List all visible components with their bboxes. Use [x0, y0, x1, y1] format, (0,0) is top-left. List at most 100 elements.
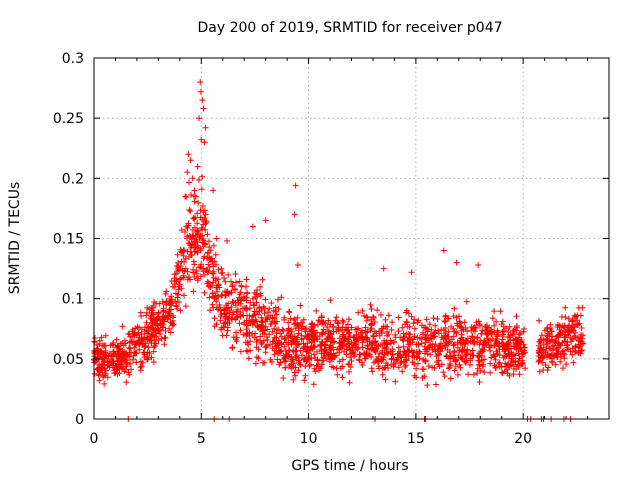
data-point [172, 298, 179, 305]
data-point [536, 368, 543, 375]
data-point [221, 275, 227, 281]
data-point [295, 324, 302, 330]
data-point [184, 248, 191, 255]
data-point [168, 293, 175, 300]
data-point [506, 323, 513, 330]
data-point [148, 305, 155, 312]
data-point [335, 320, 342, 327]
data-point [354, 345, 361, 352]
data-point [332, 317, 339, 324]
data-point [359, 307, 366, 314]
data-point [221, 320, 227, 327]
data-point [251, 302, 258, 309]
data-point-outlier [262, 217, 269, 224]
data-point [261, 327, 268, 334]
data-point [96, 377, 103, 384]
data-point-outlier [184, 169, 191, 176]
data-point [228, 315, 235, 322]
data-point [494, 339, 500, 346]
data-point [405, 337, 412, 344]
data-point-outlier [185, 151, 192, 158]
data-point [425, 326, 431, 333]
data-point [177, 307, 184, 314]
data-point [452, 357, 459, 364]
data-point [558, 313, 565, 320]
data-point [377, 341, 384, 348]
data-point [339, 342, 346, 349]
data-point [215, 293, 222, 300]
data-point [133, 359, 140, 366]
data-point [327, 321, 334, 328]
data-point [500, 343, 507, 350]
data-point [365, 345, 371, 352]
data-point [250, 295, 256, 302]
data-point [424, 382, 431, 389]
y-tick-label: 0.3 [62, 51, 84, 67]
data-point [290, 376, 297, 383]
data-point [469, 347, 476, 354]
x-tick-label: 0 [90, 431, 99, 447]
data-point [194, 220, 201, 227]
data-point [252, 311, 259, 318]
data-point [538, 332, 545, 339]
data-point [110, 353, 117, 360]
data-point [236, 278, 243, 285]
data-point [247, 347, 254, 354]
data-point [299, 352, 306, 359]
data-point [212, 277, 219, 284]
data-point [317, 365, 324, 372]
data-point [491, 322, 498, 329]
data-point [369, 332, 376, 339]
data-point [328, 363, 335, 370]
data-point [553, 333, 560, 340]
data-point [199, 173, 206, 180]
data-point [292, 325, 299, 332]
data-point [269, 338, 276, 345]
data-point [206, 238, 212, 245]
data-point [324, 335, 331, 342]
data-point [176, 299, 182, 306]
data-point-outlier [196, 115, 203, 122]
data-point [191, 193, 198, 200]
data-point [418, 340, 425, 347]
data-point-outlier [182, 193, 189, 200]
data-point [155, 309, 162, 316]
data-point [434, 316, 441, 322]
data-point [522, 365, 529, 372]
data-point [112, 366, 119, 373]
data-point [518, 348, 525, 355]
data-point [191, 187, 198, 194]
data-point [211, 258, 218, 265]
data-point [190, 232, 197, 239]
data-point [180, 252, 187, 259]
chart-title: Day 200 of 2019, SRMTID for receiver p04… [197, 20, 502, 36]
data-point [563, 342, 570, 349]
data-point [280, 327, 287, 334]
data-point [253, 354, 260, 361]
data-point [232, 287, 238, 293]
data-point [135, 337, 142, 344]
data-point [150, 348, 157, 355]
data-point [336, 346, 343, 353]
data-point [357, 351, 364, 358]
data-point [348, 358, 355, 364]
data-point [400, 330, 407, 337]
y-axis-label: SRMTID / TECUs [7, 182, 23, 295]
data-point [505, 329, 512, 335]
data-point [575, 350, 582, 357]
data-point [416, 355, 423, 362]
data-point [187, 276, 193, 283]
data-point [346, 361, 353, 368]
data-point [329, 339, 336, 346]
data-point [224, 288, 231, 295]
data-point [368, 321, 375, 328]
data-point [453, 329, 460, 336]
data-point [441, 373, 448, 380]
data-point [281, 336, 288, 343]
data-point [218, 270, 225, 277]
data-point [304, 346, 311, 353]
data-point [308, 323, 315, 330]
data-point [256, 305, 263, 312]
data-point [431, 365, 438, 371]
data-point [202, 218, 209, 224]
